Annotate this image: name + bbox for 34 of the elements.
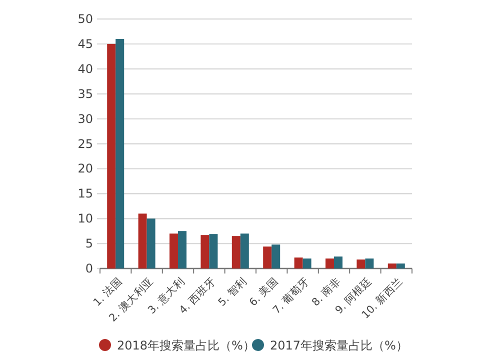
y-tick-label: 50 [78, 12, 93, 26]
bar [209, 234, 218, 268]
bar [107, 44, 116, 268]
bar [302, 258, 312, 268]
bar [200, 235, 210, 268]
bar [272, 244, 280, 268]
bar [294, 258, 303, 268]
x-tick-label: 5. 智利 [215, 274, 250, 309]
y-tick-label: 45 [78, 36, 93, 51]
bar [388, 264, 396, 268]
bar [232, 236, 240, 268]
bar [240, 234, 249, 268]
bar [146, 218, 156, 268]
bar [116, 38, 124, 268]
y-tick-label: 20 [78, 162, 93, 176]
bar [334, 256, 342, 268]
bar [263, 246, 272, 268]
y-tick-label: 25 [78, 136, 93, 151]
bar [138, 214, 147, 268]
bar [326, 258, 334, 268]
bar [356, 260, 366, 268]
y-tick-label: 35 [78, 86, 93, 101]
y-tick-label: 0 [85, 262, 93, 276]
y-tick-label: 15 [78, 186, 93, 201]
bar [365, 258, 374, 268]
bar [170, 234, 178, 268]
y-tick-label: 10 [78, 212, 93, 226]
y-tick-label: 40 [78, 62, 93, 76]
y-tick-label: 5 [85, 236, 93, 251]
legend-label: 2017年搜索量占比（%） [270, 338, 408, 352]
legend-label: 2018年搜索量占比（%） [117, 338, 255, 352]
bar [396, 264, 405, 268]
bar [178, 231, 186, 268]
y-tick-label: 30 [78, 112, 93, 126]
